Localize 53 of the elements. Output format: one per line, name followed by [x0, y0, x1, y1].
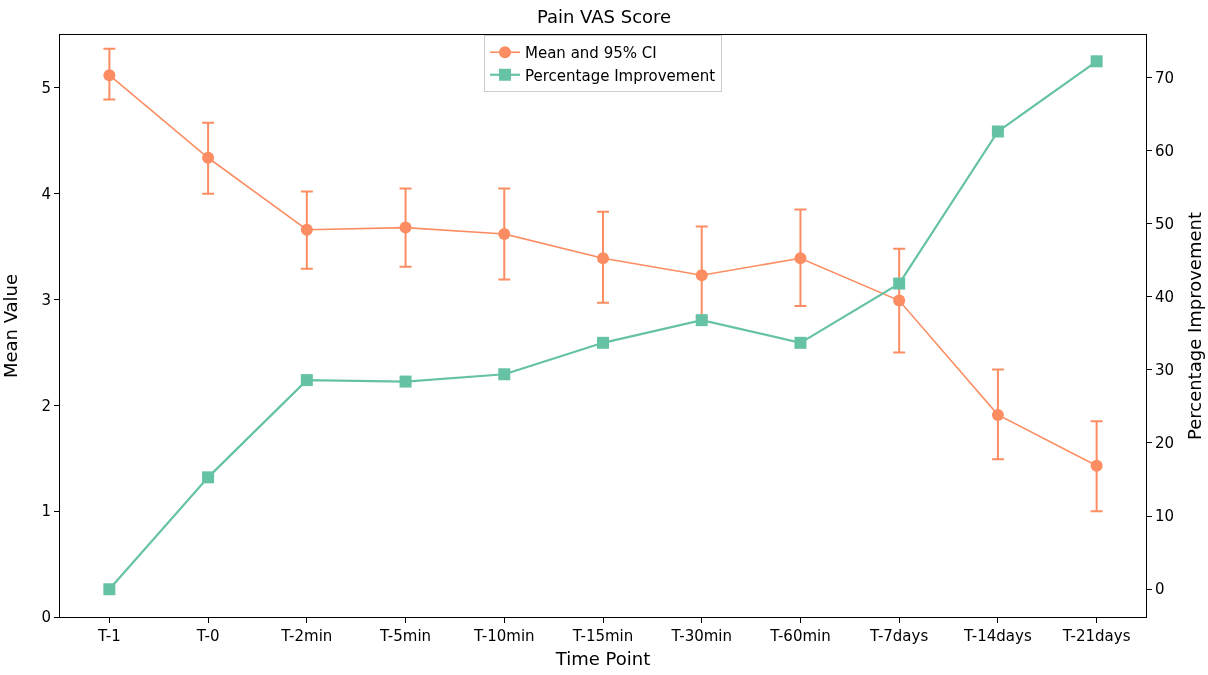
y-axis-title: Mean Value — [0, 273, 21, 379]
point — [597, 252, 609, 265]
x-tick-label: T-5min — [379, 627, 432, 645]
x-axis-title: Time Point — [554, 648, 651, 670]
y-tick-label: 5 — [41, 79, 51, 98]
x-tick-label: T-10min — [472, 627, 535, 645]
point — [893, 277, 906, 290]
point — [300, 223, 313, 236]
x-tick-label: T-15min — [571, 627, 634, 645]
point — [794, 252, 807, 265]
point — [597, 336, 609, 349]
y2-tick-label: 40 — [1155, 288, 1175, 306]
y-tick-label: 2 — [41, 396, 51, 415]
x-tick-label: T-2min — [280, 627, 333, 645]
legend-label: Mean and 95% CI — [525, 44, 657, 63]
x-tick-label: T-1 — [96, 627, 121, 645]
y2-tick-label: 70 — [1155, 68, 1175, 87]
point — [103, 583, 116, 596]
point — [202, 151, 215, 164]
x-tick-label: T-60min — [769, 627, 831, 645]
x-tick-label: T-7days — [869, 627, 929, 645]
point — [695, 314, 708, 327]
point — [695, 269, 708, 282]
y-tick-label: 0 — [41, 608, 51, 627]
point — [300, 374, 313, 387]
y2-tick-label: 20 — [1155, 434, 1175, 453]
x-tick-label: T-21days — [1061, 627, 1131, 645]
y2-tick-label: 60 — [1155, 141, 1175, 160]
y-tick-label: 1 — [41, 502, 51, 521]
point — [794, 336, 807, 349]
point — [498, 368, 511, 381]
legend-label: Percentage Improvement — [525, 66, 716, 85]
point — [399, 221, 412, 234]
chart-title: Pain VAS Score — [536, 5, 672, 27]
x-tick-label: T-14days — [963, 627, 1032, 645]
y2-tick-label: 0 — [1155, 580, 1165, 599]
y2-axis-title: Percentage Improvement — [1184, 211, 1205, 441]
point — [1090, 459, 1103, 472]
point — [893, 294, 906, 307]
y-tick-label: 4 — [41, 184, 51, 203]
point — [1090, 55, 1103, 68]
y2-tick-label: 10 — [1155, 507, 1175, 526]
point — [103, 69, 116, 82]
point — [991, 408, 1004, 421]
point — [498, 227, 511, 240]
y2-tick-label: 30 — [1155, 361, 1175, 380]
y2-tick-label: 50 — [1155, 214, 1175, 233]
point — [991, 125, 1004, 138]
point — [202, 471, 215, 484]
x-tick-label: T-0 — [195, 627, 220, 645]
point — [399, 375, 412, 388]
x-tick-label: T-30min — [670, 627, 733, 645]
y-tick-label: 3 — [41, 290, 51, 309]
